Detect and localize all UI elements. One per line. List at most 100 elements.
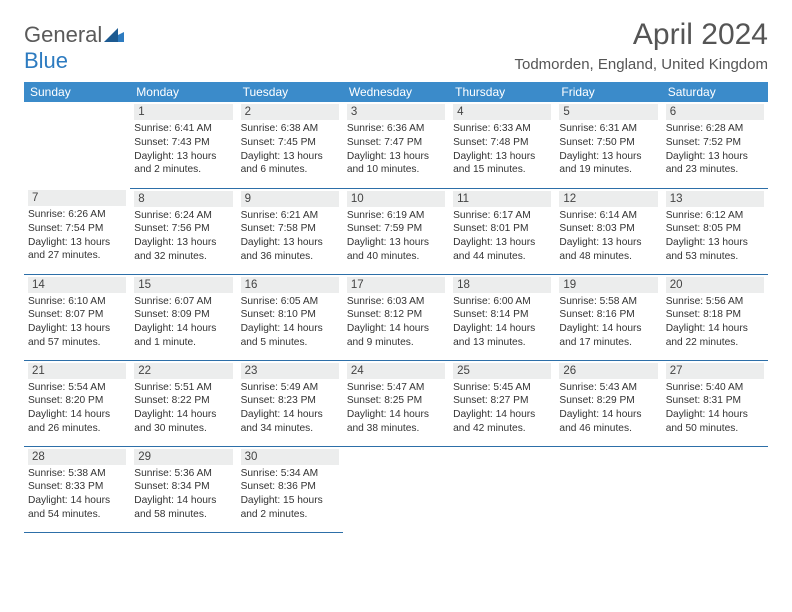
day-info-line: Sunrise: 6:17 AM [453, 209, 551, 223]
day-info-line: Sunset: 8:07 PM [28, 308, 126, 322]
day-info-line: Sunrise: 6:19 AM [347, 209, 445, 223]
day-number: 25 [453, 363, 551, 379]
day-info: Sunrise: 6:33 AMSunset: 7:48 PMDaylight:… [453, 120, 551, 177]
day-info-line: Sunset: 8:18 PM [666, 308, 764, 322]
day-number: 26 [559, 363, 657, 379]
calendar-cell: 6Sunrise: 6:28 AMSunset: 7:52 PMDaylight… [662, 102, 768, 188]
day-info-line: Sunrise: 6:26 AM [28, 208, 126, 222]
day-info-line: Sunrise: 6:41 AM [134, 122, 232, 136]
day-info-line: Sunset: 8:09 PM [134, 308, 232, 322]
calendar-cell: 7Sunrise: 6:26 AMSunset: 7:54 PMDaylight… [24, 188, 130, 274]
weekday-header-row: Sunday Monday Tuesday Wednesday Thursday… [24, 82, 768, 102]
day-info-line: Sunset: 8:01 PM [453, 222, 551, 236]
calendar-cell: 24Sunrise: 5:47 AMSunset: 8:25 PMDayligh… [343, 360, 449, 446]
day-info-line: Sunrise: 5:51 AM [134, 381, 232, 395]
day-number: 12 [559, 191, 657, 207]
weekday-header: Tuesday [237, 82, 343, 102]
calendar-cell: 4Sunrise: 6:33 AMSunset: 7:48 PMDaylight… [449, 102, 555, 188]
day-info-line: Sunset: 8:29 PM [559, 394, 657, 408]
page-title: April 2024 [515, 18, 769, 52]
calendar-cell: 27Sunrise: 5:40 AMSunset: 8:31 PMDayligh… [662, 360, 768, 446]
calendar-row: 14Sunrise: 6:10 AMSunset: 8:07 PMDayligh… [24, 274, 768, 360]
calendar-cell: 17Sunrise: 6:03 AMSunset: 8:12 PMDayligh… [343, 274, 449, 360]
day-info-line: Sunrise: 5:45 AM [453, 381, 551, 395]
calendar-cell [343, 446, 449, 532]
day-info-line: Daylight: 13 hours and 27 minutes. [28, 236, 126, 264]
calendar-cell: 22Sunrise: 5:51 AMSunset: 8:22 PMDayligh… [130, 360, 236, 446]
calendar-cell [449, 446, 555, 532]
calendar-cell: 26Sunrise: 5:43 AMSunset: 8:29 PMDayligh… [555, 360, 661, 446]
day-number: 19 [559, 277, 657, 293]
calendar-cell: 1Sunrise: 6:41 AMSunset: 7:43 PMDaylight… [130, 102, 236, 188]
day-info-line: Sunrise: 5:34 AM [241, 467, 339, 481]
calendar-row: 1Sunrise: 6:41 AMSunset: 7:43 PMDaylight… [24, 102, 768, 188]
day-info-line: Daylight: 14 hours and 54 minutes. [28, 494, 126, 522]
day-number: 30 [241, 449, 339, 465]
day-info: Sunrise: 6:21 AMSunset: 7:58 PMDaylight:… [241, 207, 339, 264]
day-info: Sunrise: 5:51 AMSunset: 8:22 PMDaylight:… [134, 379, 232, 436]
day-info: Sunrise: 6:05 AMSunset: 8:10 PMDaylight:… [241, 293, 339, 350]
header: GeneralBlue April 2024 Todmorden, Englan… [24, 18, 768, 74]
day-number: 22 [134, 363, 232, 379]
day-info: Sunrise: 6:31 AMSunset: 7:50 PMDaylight:… [559, 120, 657, 177]
day-info-line: Daylight: 14 hours and 46 minutes. [559, 408, 657, 436]
day-info: Sunrise: 5:56 AMSunset: 8:18 PMDaylight:… [666, 293, 764, 350]
day-info-line: Sunrise: 6:00 AM [453, 295, 551, 309]
day-info-line: Sunset: 8:27 PM [453, 394, 551, 408]
day-number: 28 [28, 449, 126, 465]
calendar-cell: 2Sunrise: 6:38 AMSunset: 7:45 PMDaylight… [237, 102, 343, 188]
day-info-line: Sunrise: 5:56 AM [666, 295, 764, 309]
calendar-cell [24, 102, 130, 188]
logo-text: GeneralBlue [24, 22, 124, 74]
calendar-cell: 18Sunrise: 6:00 AMSunset: 8:14 PMDayligh… [449, 274, 555, 360]
day-info-line: Daylight: 13 hours and 53 minutes. [666, 236, 764, 264]
day-info: Sunrise: 6:10 AMSunset: 8:07 PMDaylight:… [28, 293, 126, 350]
day-info: Sunrise: 6:14 AMSunset: 8:03 PMDaylight:… [559, 207, 657, 264]
calendar-cell: 9Sunrise: 6:21 AMSunset: 7:58 PMDaylight… [237, 188, 343, 274]
calendar-cell: 19Sunrise: 5:58 AMSunset: 8:16 PMDayligh… [555, 274, 661, 360]
day-info-line: Sunset: 8:34 PM [134, 480, 232, 494]
day-info-line: Sunset: 8:36 PM [241, 480, 339, 494]
day-number: 8 [134, 191, 232, 207]
day-info-line: Sunset: 8:22 PM [134, 394, 232, 408]
day-number: 6 [666, 104, 764, 120]
day-info-line: Sunrise: 6:33 AM [453, 122, 551, 136]
day-info-line: Sunrise: 5:58 AM [559, 295, 657, 309]
logo-mark-icon [104, 22, 124, 48]
day-number: 20 [666, 277, 764, 293]
day-info-line: Daylight: 14 hours and 38 minutes. [347, 408, 445, 436]
day-info-line: Sunset: 7:52 PM [666, 136, 764, 150]
calendar-cell [555, 446, 661, 532]
calendar-cell: 8Sunrise: 6:24 AMSunset: 7:56 PMDaylight… [130, 188, 236, 274]
day-info-line: Sunset: 7:56 PM [134, 222, 232, 236]
day-info-line: Sunset: 7:54 PM [28, 222, 126, 236]
day-info: Sunrise: 6:12 AMSunset: 8:05 PMDaylight:… [666, 207, 764, 264]
day-number: 17 [347, 277, 445, 293]
day-info-line: Daylight: 14 hours and 9 minutes. [347, 322, 445, 350]
weekday-header: Monday [130, 82, 236, 102]
day-info-line: Sunset: 8:05 PM [666, 222, 764, 236]
day-number: 16 [241, 277, 339, 293]
calendar-cell: 30Sunrise: 5:34 AMSunset: 8:36 PMDayligh… [237, 446, 343, 532]
day-info: Sunrise: 5:54 AMSunset: 8:20 PMDaylight:… [28, 379, 126, 436]
day-info-line: Sunset: 8:23 PM [241, 394, 339, 408]
day-info: Sunrise: 6:28 AMSunset: 7:52 PMDaylight:… [666, 120, 764, 177]
day-number: 3 [347, 104, 445, 120]
day-info-line: Sunrise: 6:14 AM [559, 209, 657, 223]
day-info-line: Sunset: 8:33 PM [28, 480, 126, 494]
day-info-line: Sunset: 8:12 PM [347, 308, 445, 322]
day-info-line: Sunset: 8:10 PM [241, 308, 339, 322]
day-info-line: Daylight: 13 hours and 23 minutes. [666, 150, 764, 178]
day-info-line: Sunset: 8:25 PM [347, 394, 445, 408]
day-info: Sunrise: 5:45 AMSunset: 8:27 PMDaylight:… [453, 379, 551, 436]
day-info-line: Sunrise: 6:21 AM [241, 209, 339, 223]
day-info-line: Sunrise: 5:40 AM [666, 381, 764, 395]
day-info-line: Sunrise: 6:38 AM [241, 122, 339, 136]
day-info-line: Sunrise: 6:12 AM [666, 209, 764, 223]
day-number: 5 [559, 104, 657, 120]
day-info-line: Sunrise: 6:05 AM [241, 295, 339, 309]
weekday-header: Saturday [662, 82, 768, 102]
day-info: Sunrise: 6:24 AMSunset: 7:56 PMDaylight:… [134, 207, 232, 264]
day-number: 11 [453, 191, 551, 207]
day-info-line: Daylight: 13 hours and 36 minutes. [241, 236, 339, 264]
